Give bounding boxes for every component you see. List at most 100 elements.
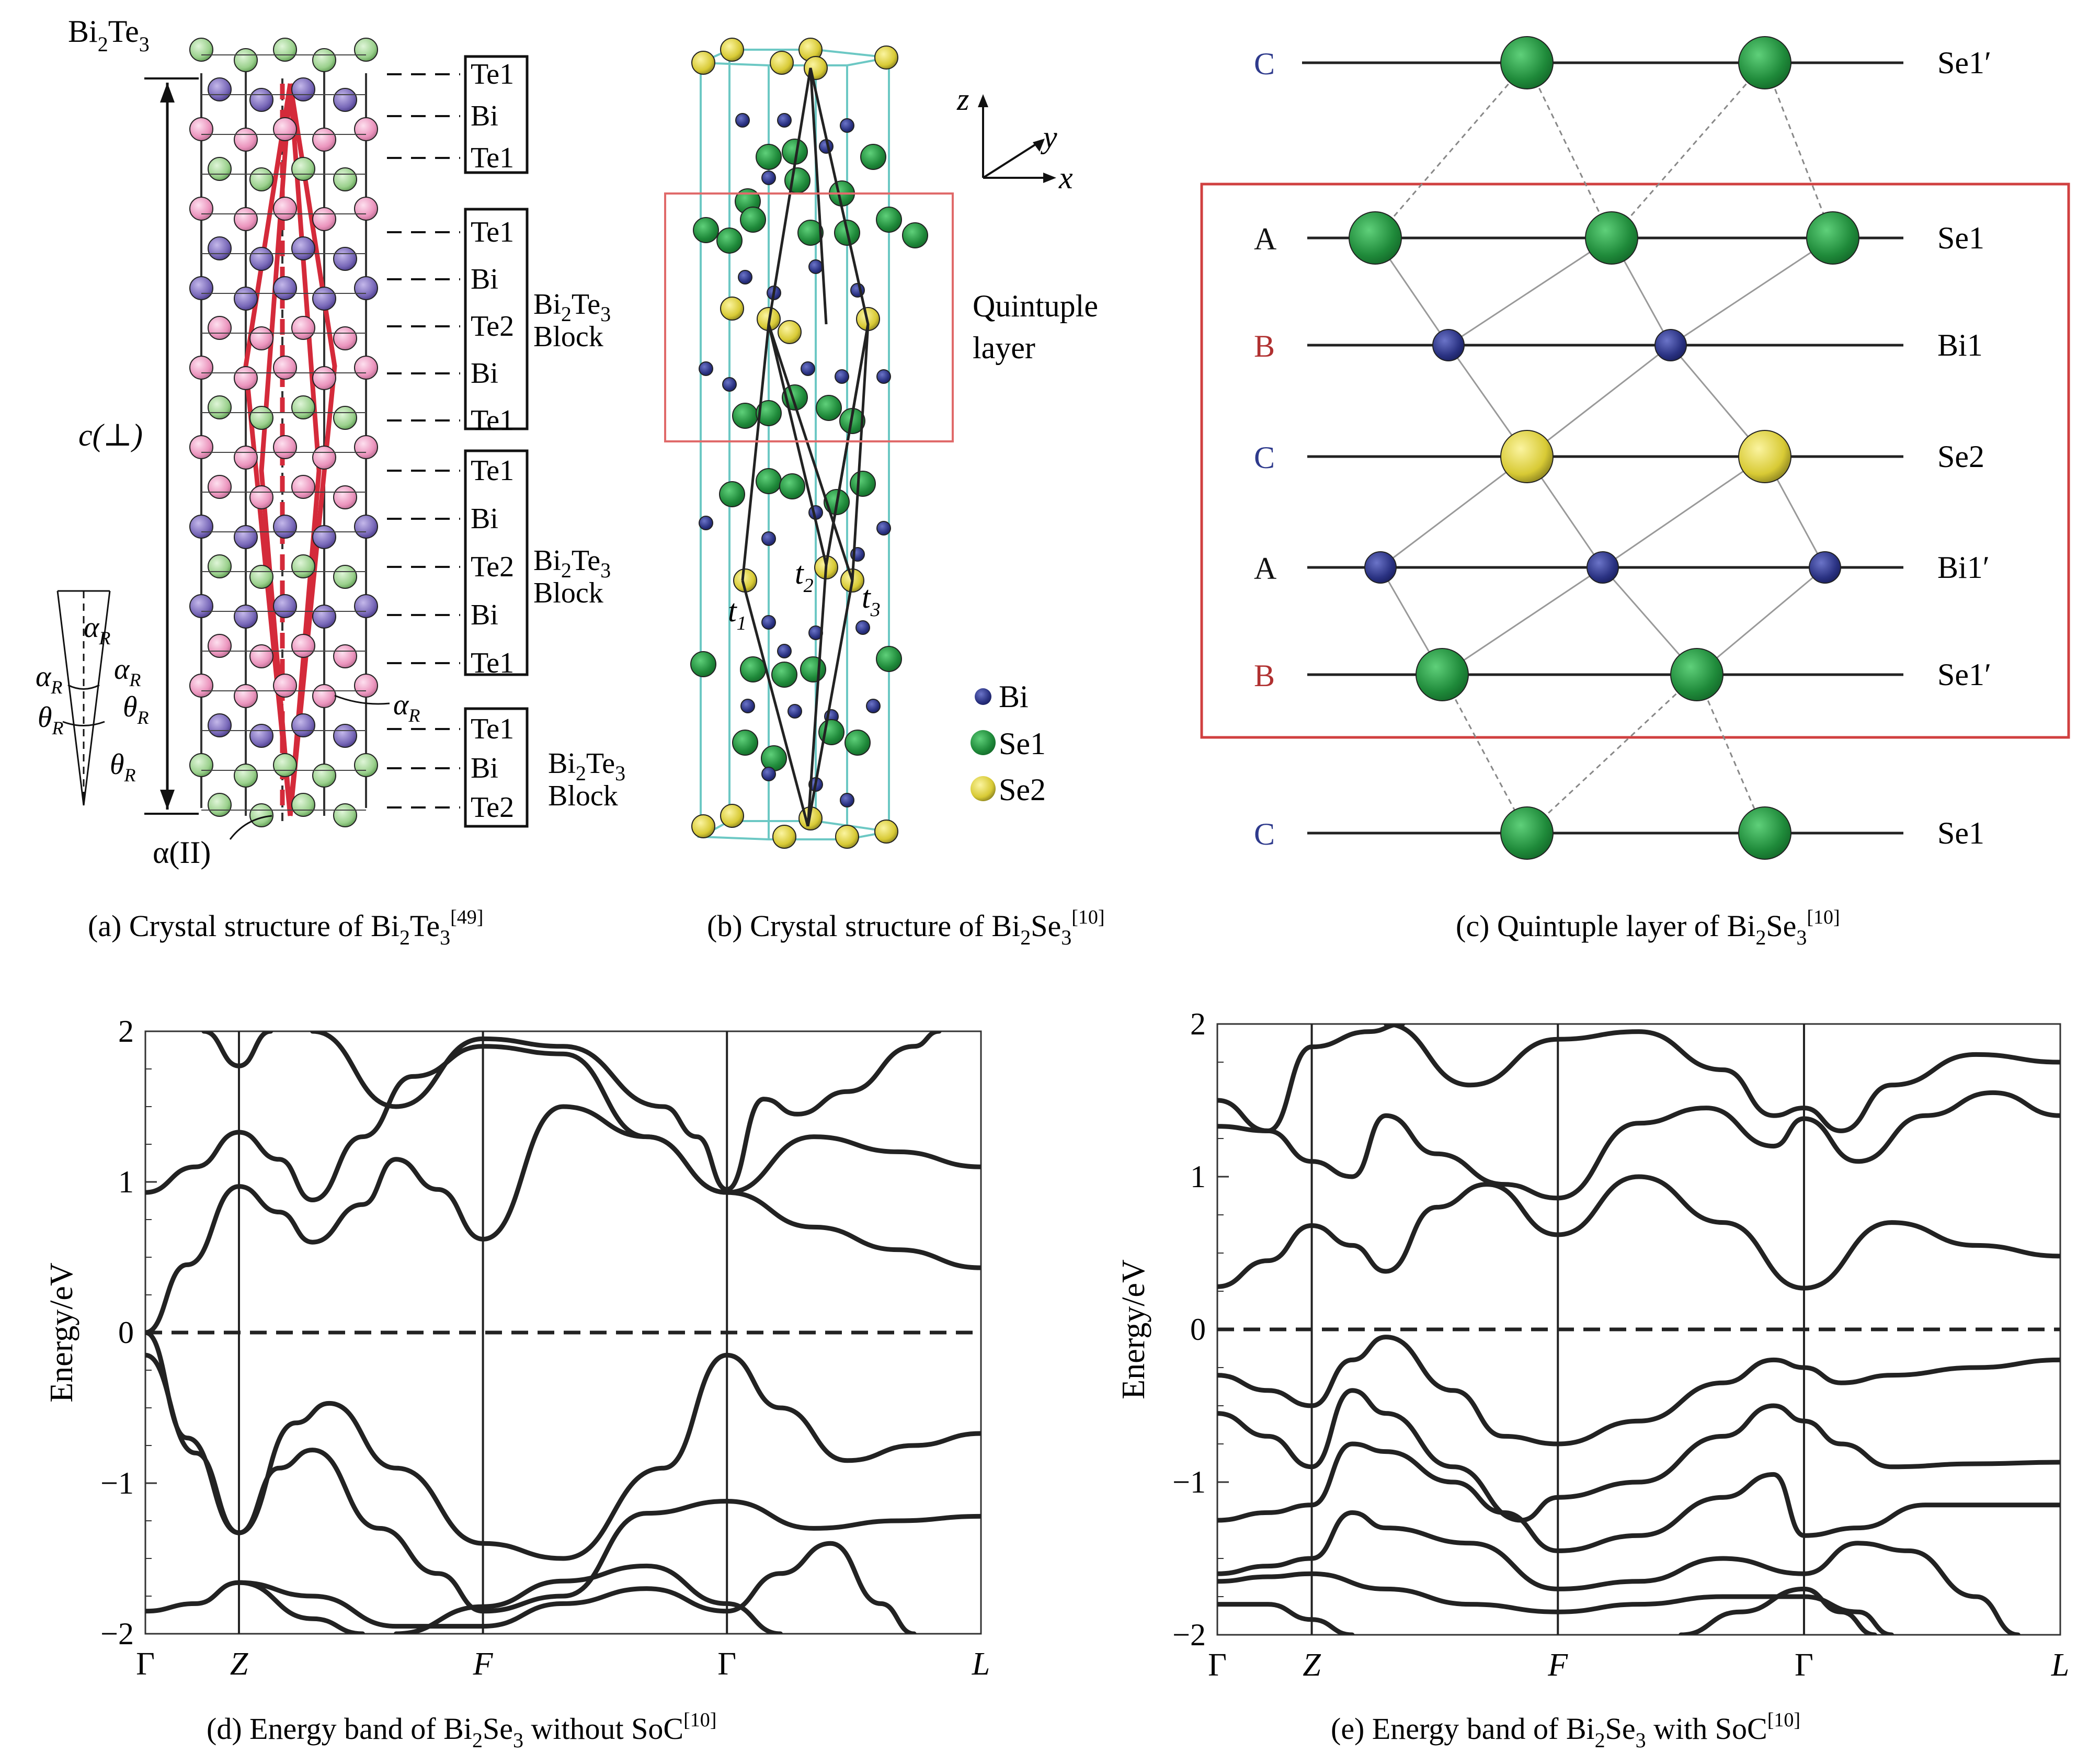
panel-c-quintuple-layer: C Se1′ A Se1 B Bi1 C Se2 A Bi1′ B Se1′ C Se1 (c) Quin… — [1200, 36, 2070, 949]
caption-b: (b) Crystal structure of Bi2Se3[10] — [707, 906, 1105, 949]
atom-b — [770, 51, 794, 75]
atom-b — [732, 730, 758, 756]
atom-a — [234, 366, 258, 390]
atom-b — [876, 207, 902, 233]
legend-se1-label: Se1 — [999, 726, 1046, 761]
layer-label: Bi — [471, 263, 498, 295]
layer-label: Te1 — [471, 713, 514, 745]
stacking-letter: C — [1254, 47, 1275, 81]
atom-b — [761, 745, 787, 771]
atom-a — [291, 77, 315, 101]
atom-a — [354, 276, 378, 300]
atom-a — [354, 38, 378, 62]
atom-c — [1432, 329, 1465, 361]
atom-a — [249, 724, 273, 748]
y-tick-label: 0 — [1190, 1312, 1206, 1347]
atom-a — [189, 753, 213, 777]
y-tick-label: 0 — [118, 1315, 134, 1350]
atom-b — [699, 516, 713, 530]
atom-a — [249, 485, 273, 509]
atom-a — [312, 207, 336, 231]
axis-z-label: z — [956, 82, 969, 117]
atom-a — [208, 475, 232, 499]
layer-label: Bi — [471, 503, 498, 535]
atom-a — [291, 793, 315, 817]
atom-a — [208, 554, 232, 578]
atom-b — [816, 395, 842, 421]
atom-b — [876, 369, 891, 384]
c-axis-label: c(⊥) — [78, 418, 143, 452]
atom-a — [333, 406, 357, 430]
atom-a — [189, 356, 213, 380]
atom-a — [208, 316, 232, 340]
legend-bi-swatch — [975, 688, 991, 705]
atom-b — [691, 51, 715, 75]
atom-a — [312, 287, 336, 311]
band-line — [145, 1044, 981, 1270]
layer-box — [464, 707, 529, 828]
bond-line — [1611, 62, 1766, 238]
atom-a — [333, 565, 357, 589]
y-tick-label: −2 — [100, 1617, 134, 1651]
bond-line — [1374, 62, 1528, 238]
panel-a-title: Bi2Te3 — [68, 14, 150, 56]
atom-a — [249, 803, 273, 827]
atom-a — [333, 485, 357, 509]
k-point-label: Γ — [136, 1646, 155, 1682]
svg-text:αR: αR — [393, 689, 420, 726]
layer-rows: C Se1′ A Se1 B Bi1 C Se2 A Bi1′ B Se1′ C Se1 — [1254, 36, 1991, 860]
angle-diagram — [56, 590, 111, 806]
atom-b — [840, 793, 854, 807]
atom-a — [333, 326, 357, 350]
atom-a — [234, 684, 258, 708]
atom-c — [1738, 806, 1791, 860]
legend-se2-swatch — [971, 776, 996, 801]
lattice-vector-arrows — [741, 67, 870, 827]
atoms-bi2te3 — [189, 38, 378, 827]
atom-a — [208, 634, 232, 658]
atom-a — [312, 605, 336, 629]
atom-a — [249, 88, 273, 112]
atom-a — [333, 803, 357, 827]
layer-label: Te1 — [471, 454, 514, 487]
bond-line — [1448, 237, 1612, 346]
atom-c — [1349, 211, 1402, 265]
atom-b — [716, 227, 743, 254]
band-line — [1383, 1024, 2060, 1133]
panel-c-qml-box — [1200, 183, 2070, 739]
atom-b — [876, 521, 891, 536]
axes-triad — [982, 99, 1051, 179]
y-tick-label: 1 — [1190, 1159, 1206, 1194]
bond-line — [1696, 674, 1766, 834]
atom-b — [690, 651, 716, 677]
ql-label-2: layer — [973, 331, 1035, 365]
bond-line — [1442, 566, 1603, 676]
band-line — [236, 1580, 365, 1634]
caption-d: (d) Energy band of Bi2Se3 without SoC[10… — [207, 1709, 716, 1752]
atom-a — [234, 48, 258, 72]
atom-b — [756, 468, 782, 494]
atom-a — [234, 605, 258, 629]
stacking-letter: B — [1254, 329, 1275, 363]
atom-c — [1416, 648, 1469, 701]
atom-a — [208, 713, 232, 737]
atom-b — [761, 531, 776, 546]
y-tick-label: 2 — [118, 1014, 134, 1049]
k-point-label: Γ — [1208, 1647, 1227, 1683]
block-word: Block — [548, 780, 618, 812]
k-point-label: Z — [230, 1646, 248, 1682]
atom-a — [312, 48, 336, 72]
layer-label-c: Se1 — [1937, 816, 1984, 850]
band-line — [145, 1352, 981, 1614]
atom-a — [234, 128, 258, 152]
angle-labels: αR αR αR θR θR θR αR — [36, 611, 420, 786]
atom-a — [273, 276, 297, 300]
stacking-letter: A — [1254, 551, 1276, 586]
atom-b — [777, 113, 792, 128]
atom-a — [273, 356, 297, 380]
band-line — [393, 1563, 783, 1634]
layer-label: Bi — [471, 752, 498, 784]
axis-y-label: y — [1040, 120, 1057, 154]
atom-a — [189, 594, 213, 618]
